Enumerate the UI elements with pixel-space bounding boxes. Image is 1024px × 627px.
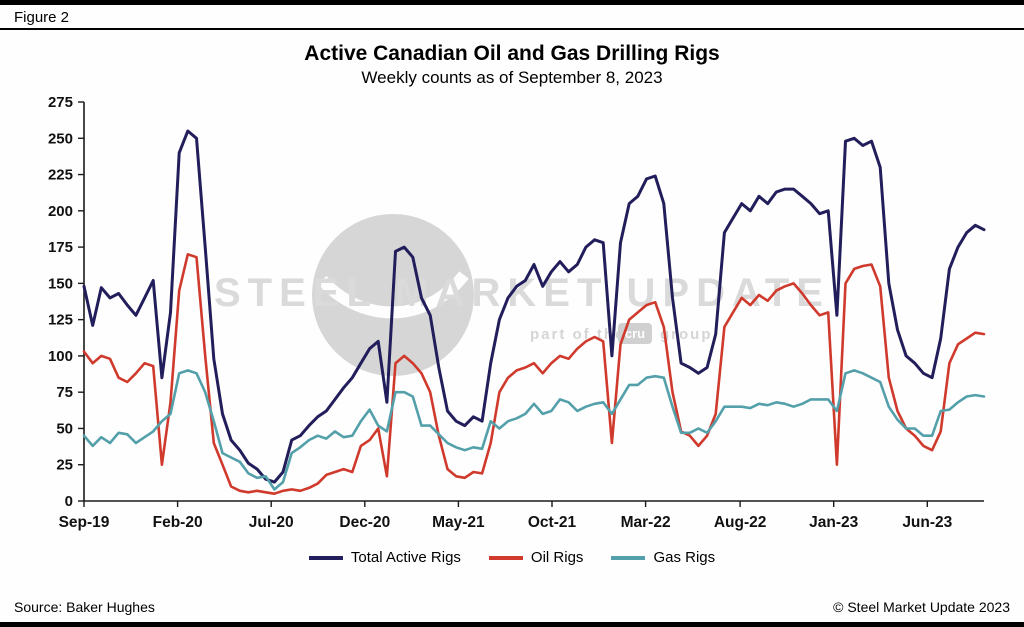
svg-text:125: 125 xyxy=(48,312,73,329)
svg-text:cru: cru xyxy=(625,326,645,341)
svg-text:275: 275 xyxy=(48,94,73,111)
svg-text:Dec-20: Dec-20 xyxy=(339,514,390,531)
legend-label-total: Total Active Rigs xyxy=(350,549,461,566)
svg-text:200: 200 xyxy=(48,203,73,220)
top-border xyxy=(0,0,1024,5)
figure-label: Figure 2 xyxy=(14,9,70,26)
svg-text:225: 225 xyxy=(48,167,73,184)
legend-swatch-total xyxy=(308,555,343,560)
footer: Source: Baker Hughes © Steel Market Upda… xyxy=(0,599,1024,615)
chart-subtitle: Weekly counts as of September 8, 2023 xyxy=(361,68,663,87)
source-note: Source: Baker Hughes xyxy=(14,599,155,615)
svg-text:0: 0 xyxy=(65,493,73,510)
svg-text:Oct-21: Oct-21 xyxy=(528,514,577,531)
svg-text:Mar-22: Mar-22 xyxy=(621,514,671,531)
svg-text:Jan-23: Jan-23 xyxy=(809,514,858,531)
svg-text:group: group xyxy=(660,326,713,343)
copyright-note: © Steel Market Update 2023 xyxy=(833,599,1010,615)
svg-text:25: 25 xyxy=(56,457,73,474)
legend-item-gas-rigs: Gas Rigs xyxy=(611,549,715,566)
svg-text:75: 75 xyxy=(56,384,73,401)
legend-swatch-gas xyxy=(611,555,646,560)
svg-text:100: 100 xyxy=(48,348,73,365)
svg-text:Aug-22: Aug-22 xyxy=(714,514,767,531)
svg-text:Jul-20: Jul-20 xyxy=(249,514,294,531)
header-rule xyxy=(0,28,1024,30)
chart-title: Active Canadian Oil and Gas Drilling Rig… xyxy=(304,42,720,65)
legend-item-oil-rigs: Oil Rigs xyxy=(488,549,584,566)
svg-text:250: 250 xyxy=(48,130,73,147)
legend-item-total-active-rigs: Total Active Rigs xyxy=(308,549,461,566)
svg-text:175: 175 xyxy=(48,239,73,256)
svg-text:Jun-23: Jun-23 xyxy=(902,514,952,531)
chart-area: STEEL MARKET UPDATE part of the cru group 0 2… xyxy=(0,92,1024,547)
svg-text:50: 50 xyxy=(56,420,73,437)
legend: Total Active Rigs Oil Rigs Gas Rigs xyxy=(0,549,1024,566)
svg-text:STEEL MARKET UPDATE: STEEL MARKET UPDATE xyxy=(214,271,830,315)
svg-text:150: 150 xyxy=(48,275,73,292)
svg-text:May-21: May-21 xyxy=(432,514,485,531)
svg-text:Feb-20: Feb-20 xyxy=(153,514,203,531)
legend-label-gas: Gas Rigs xyxy=(653,549,716,566)
figure-label-row: Figure 2 xyxy=(0,5,1024,28)
legend-label-oil: Oil Rigs xyxy=(530,549,584,566)
legend-swatch-oil xyxy=(488,555,523,560)
svg-text:Sep-19: Sep-19 xyxy=(59,514,110,531)
bottom-border xyxy=(0,622,1024,627)
